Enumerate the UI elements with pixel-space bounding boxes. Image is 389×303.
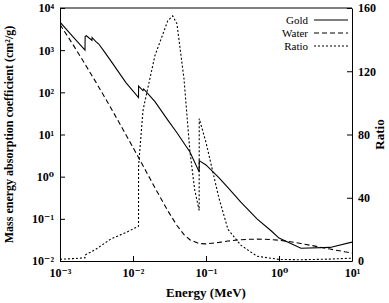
legend-swatch [314, 45, 348, 46]
tick-mark [60, 219, 65, 220]
legend-swatch [314, 32, 348, 33]
tick-mark [347, 8, 352, 9]
tick-mark [60, 261, 65, 262]
tick: 10⁻¹ [32, 212, 65, 226]
tick-label: 10⁻¹ [32, 212, 54, 226]
tick: 0 [347, 254, 364, 268]
x-axis-title: Energy (MeV) [166, 285, 246, 300]
tick-label: 10³ [38, 44, 54, 58]
data-layer [60, 16, 352, 260]
axis-line [61, 261, 353, 262]
y-axis-title: Mass energy absorption coefficient (cm²/… [2, 26, 16, 244]
tick: 80 [347, 128, 370, 142]
tick-label: 10⁻² [123, 266, 145, 280]
tick: 120 [347, 65, 376, 79]
legend-swatch [314, 19, 348, 20]
tick: 10³ [38, 44, 65, 58]
tick-label: 10⁻¹ [196, 266, 218, 280]
tick-mark [60, 135, 65, 136]
legend: GoldWaterRatio [282, 14, 348, 52]
tick-mark [60, 177, 65, 178]
tick-label: 120 [358, 65, 376, 79]
tick-label: 10⁰ [271, 266, 288, 280]
tick-label: 10⁻² [32, 254, 54, 268]
tick-label: 10⁴ [38, 1, 54, 15]
tick: 10⁰ [37, 170, 65, 184]
series-line [60, 24, 352, 252]
tick: 10² [38, 86, 65, 100]
chart: 10⁻³10⁻²10⁻¹10⁰10¹10⁻²10⁻¹10⁰10¹10²10³10… [0, 0, 389, 303]
tick: 10⁴ [38, 1, 65, 15]
tick-label: 0 [358, 254, 364, 268]
tick-mark [347, 135, 352, 136]
tick-mark [206, 256, 207, 261]
legend-label: Water [282, 27, 308, 39]
y2-axis-title: Ratio [372, 119, 387, 149]
tick-mark [60, 50, 65, 51]
tick-mark [60, 8, 65, 9]
tick-label: 10² [38, 86, 54, 100]
tick-label: 160 [358, 1, 376, 15]
tick: 10¹ [38, 128, 65, 142]
tick: 10⁻² [32, 254, 65, 268]
plot: 10⁻³10⁻²10⁻¹10⁰10¹10⁻²10⁻¹10⁰10¹10²10³10… [32, 1, 376, 279]
tick: 40 [347, 191, 370, 205]
legend-label: Gold [286, 14, 309, 26]
tick-label: 80 [358, 128, 370, 142]
tick-mark [133, 256, 134, 261]
tick-mark [347, 261, 352, 262]
series-line [60, 16, 352, 260]
axis-line [352, 9, 353, 262]
tick: 160 [347, 1, 376, 15]
tick-mark [60, 92, 65, 93]
legend-label: Ratio [284, 40, 308, 52]
frame-top [60, 8, 352, 9]
tick-label: 10¹ [38, 128, 54, 142]
tick-mark [279, 256, 280, 261]
series-line [60, 22, 352, 248]
tick: 10⁻¹ [196, 256, 218, 280]
tick-mark [347, 198, 352, 199]
tick-mark [347, 71, 352, 72]
tick-label: 40 [358, 191, 370, 205]
tick-label: 10⁰ [37, 170, 54, 184]
tick: 10⁻² [123, 256, 145, 280]
y-axis: 10⁻² 10⁻¹ 10⁰ 10¹ 10² 10³ 10⁴ [32, 1, 65, 268]
